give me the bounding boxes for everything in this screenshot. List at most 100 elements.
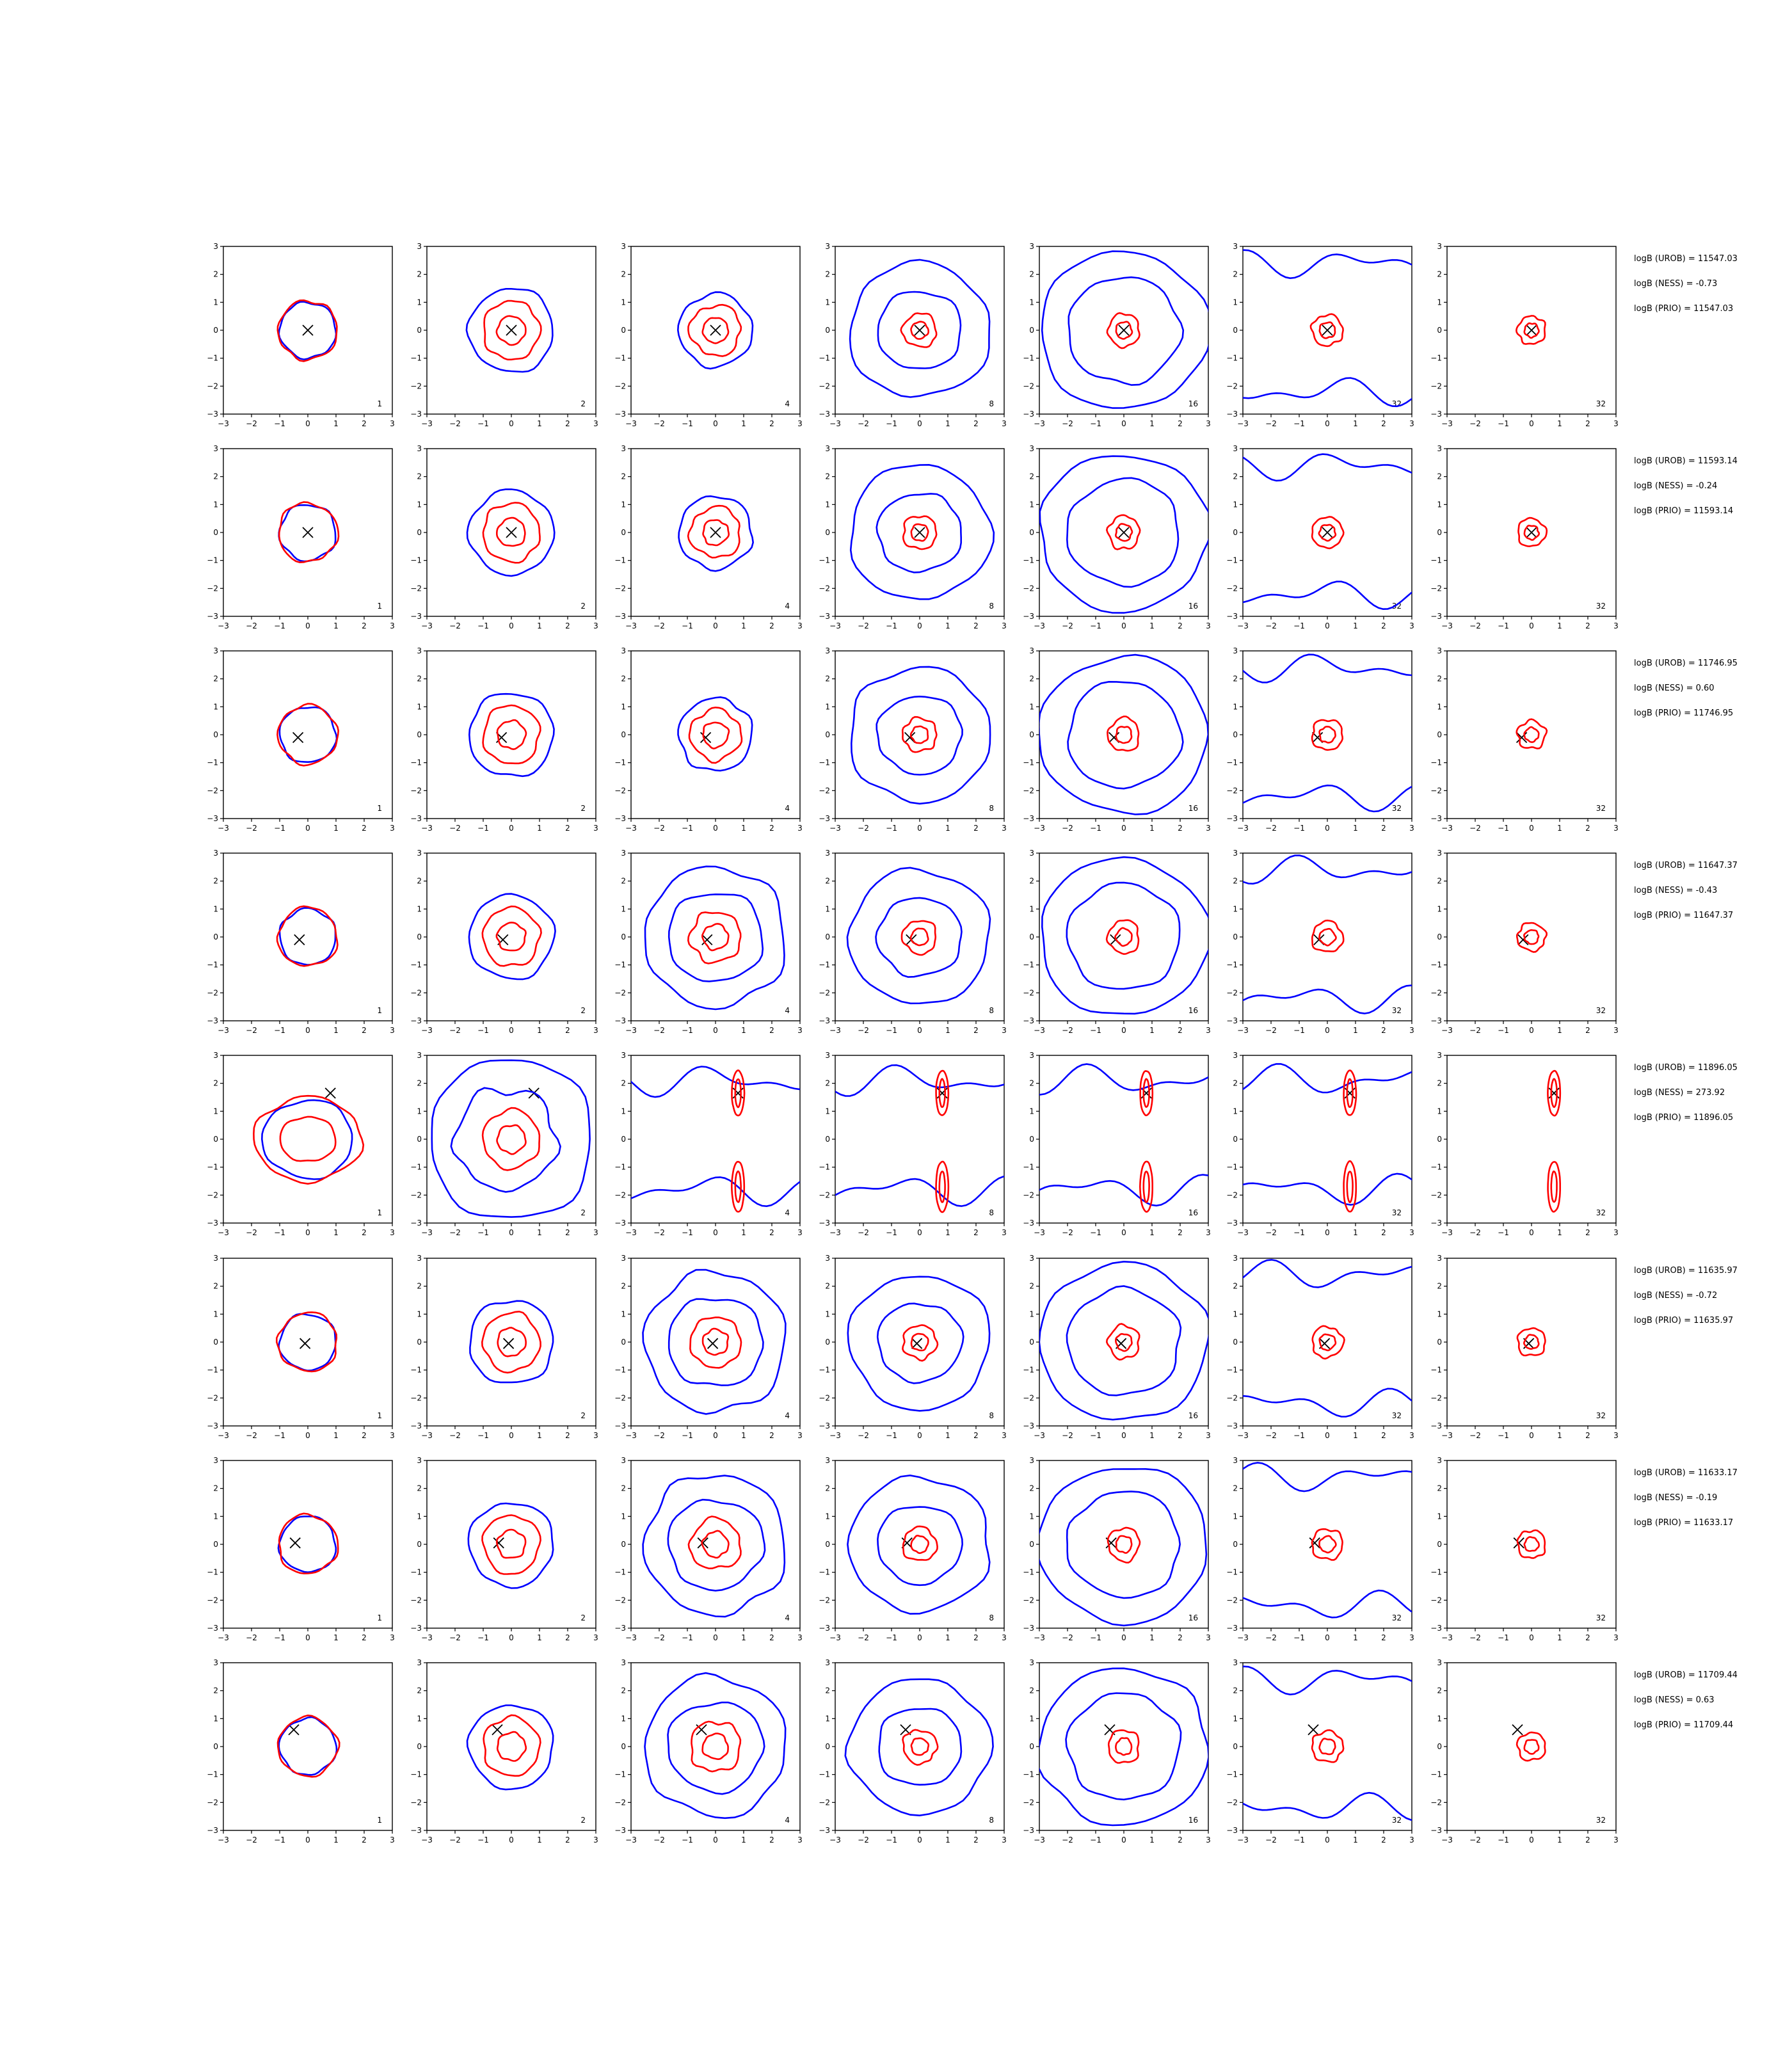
axes-frame-r6-c1 xyxy=(223,1258,393,1427)
x-tick-label: 3 xyxy=(1613,1836,1619,1844)
x-tick-label: −2 xyxy=(653,824,665,833)
x-tick-label: −3 xyxy=(829,1026,841,1035)
y-tick-label: −2 xyxy=(614,988,626,997)
y-tick-label: −2 xyxy=(207,584,218,593)
x-tick-label: −3 xyxy=(1034,419,1045,428)
red-contour-r5-c5-2 xyxy=(1139,1160,1153,1213)
y-tick-label: −2 xyxy=(1226,988,1238,997)
x-tick-label: −1 xyxy=(1498,1836,1509,1844)
x-tick-label: 2 xyxy=(1178,621,1183,630)
y-tick-label: 0 xyxy=(621,1540,626,1549)
x-tick-label: −1 xyxy=(682,1633,693,1642)
panel-r2-c2: −3−3 −2 −2 −1 −1 0 0 1 1 2 2 3 3 2 xyxy=(410,444,598,630)
y-tick-label: −2 xyxy=(1430,1190,1442,1199)
y-tick-label: 2 xyxy=(1029,472,1034,481)
red-contour-r7-c2-0 xyxy=(481,1514,541,1575)
y-tick-label: 0 xyxy=(825,1742,830,1751)
y-tick-label: 2 xyxy=(621,270,626,279)
red-contour-r1-c1-0 xyxy=(276,299,338,362)
red-contour-r8-c5-0 xyxy=(1107,1729,1140,1764)
y-tick-label: 2 xyxy=(1233,1079,1238,1088)
y-tick-label: 3 xyxy=(1437,1254,1442,1263)
x-tick-label: −3 xyxy=(218,1633,229,1642)
x-tick-label: −2 xyxy=(449,1228,461,1237)
red-contour-r5-c5-1 xyxy=(1142,1078,1150,1108)
y-tick-label: 2 xyxy=(417,472,422,481)
x-tick-label: 0 xyxy=(1121,1228,1126,1237)
y-tick-label: 1 xyxy=(825,1512,830,1521)
true-marker-b-r6-c1 xyxy=(299,1338,311,1349)
stat-text-r5-3: logB (PRIO) = 11896.05 xyxy=(1634,1113,1733,1123)
y-tick-label: −2 xyxy=(819,1190,830,1199)
x-tick-label: −2 xyxy=(858,1431,869,1440)
x-tick-label: 2 xyxy=(565,1431,570,1440)
panel-r8-c7: −3−3 −2 −2 −1 −1 0 0 1 1 2 2 3 3 32 xyxy=(1430,1658,1619,1844)
blue-band-r1-c6-1 xyxy=(1243,377,1412,408)
x-tick-label: 0 xyxy=(1121,824,1126,833)
x-tick-label: −1 xyxy=(274,1836,285,1844)
y-tick-label: −2 xyxy=(1226,1596,1238,1604)
true-marker-b-r1-c4 xyxy=(914,324,925,336)
x-tick-label: 3 xyxy=(593,1228,598,1237)
panel-label: 2 xyxy=(580,1816,586,1825)
blue-contour-r4-c2-0 xyxy=(468,893,556,980)
true-marker-b-r1-c6 xyxy=(1322,324,1333,336)
x-tick-label: 1 xyxy=(537,1026,542,1035)
red-contour-r3-c3-1 xyxy=(702,721,730,749)
x-tick-label: 0 xyxy=(713,1633,718,1642)
panel-label: 4 xyxy=(785,804,790,813)
panel-label: 16 xyxy=(1188,1613,1198,1622)
y-tick-label: 1 xyxy=(1029,500,1034,509)
red-contour-r5-c3-3 xyxy=(734,1170,742,1203)
red-contour-r3-c6-0 xyxy=(1311,719,1344,751)
stat-text-r7-1: logB (UROB) = 11633.17 xyxy=(1634,1468,1738,1478)
x-tick-label: 3 xyxy=(390,824,395,833)
red-contour-r7-c2-1 xyxy=(495,1528,527,1559)
y-tick-label: −1 xyxy=(1023,758,1034,767)
red-contour-r6-c5-0 xyxy=(1105,1323,1140,1361)
y-tick-label: −1 xyxy=(1023,1770,1034,1779)
x-tick-label: −3 xyxy=(1441,824,1453,833)
y-tick-label: −1 xyxy=(410,1770,422,1779)
panel-label: 1 xyxy=(377,1816,382,1825)
y-tick-label: −3 xyxy=(207,612,218,621)
x-tick-label: 0 xyxy=(1529,621,1534,630)
x-tick-label: 0 xyxy=(713,1431,718,1440)
y-tick-label: −1 xyxy=(410,354,422,363)
x-tick-label: 2 xyxy=(973,1431,979,1440)
x-tick-label: 2 xyxy=(1381,1836,1386,1844)
x-tick-label: 1 xyxy=(333,1836,339,1844)
blue-contour-r4-c3-1 xyxy=(668,893,764,982)
axes-frame-r6-c3 xyxy=(630,1258,801,1427)
y-tick-label: −2 xyxy=(1430,381,1442,390)
y-tick-label: 3 xyxy=(1437,444,1442,453)
x-tick-label: −1 xyxy=(477,419,489,428)
red-contour-r5-c7-2 xyxy=(1547,1161,1561,1213)
x-tick-label: −2 xyxy=(1062,1836,1073,1844)
blue-contour-r2-c4-0 xyxy=(849,463,995,600)
x-tick-label: −2 xyxy=(653,419,665,428)
y-tick-label: 0 xyxy=(417,1135,422,1144)
x-tick-label: −3 xyxy=(421,621,433,630)
y-tick-label: 0 xyxy=(417,326,422,335)
y-tick-label: 1 xyxy=(1437,500,1442,509)
x-tick-label: −1 xyxy=(886,1026,897,1035)
x-tick-label: 1 xyxy=(1557,1026,1562,1035)
panel-label: 8 xyxy=(989,399,994,408)
true-marker-b-r1-c5 xyxy=(1118,324,1130,336)
x-tick-label: 1 xyxy=(741,621,746,630)
y-tick-label: 2 xyxy=(417,270,422,279)
panel-label: 4 xyxy=(785,602,790,611)
axes-frame-r5-c5 xyxy=(1039,1055,1209,1224)
x-tick-label: 3 xyxy=(1613,1228,1619,1237)
y-tick-label: −3 xyxy=(1226,1016,1238,1025)
y-tick-label: 0 xyxy=(1233,1742,1238,1751)
y-tick-label: −1 xyxy=(410,1568,422,1577)
y-tick-label: 1 xyxy=(1029,1309,1034,1318)
y-tick-label: 3 xyxy=(417,1456,422,1465)
x-tick-label: 2 xyxy=(362,621,367,630)
x-tick-label: 2 xyxy=(1178,419,1183,428)
y-tick-label: 0 xyxy=(1233,528,1238,537)
panel-label: 32 xyxy=(1392,804,1402,813)
